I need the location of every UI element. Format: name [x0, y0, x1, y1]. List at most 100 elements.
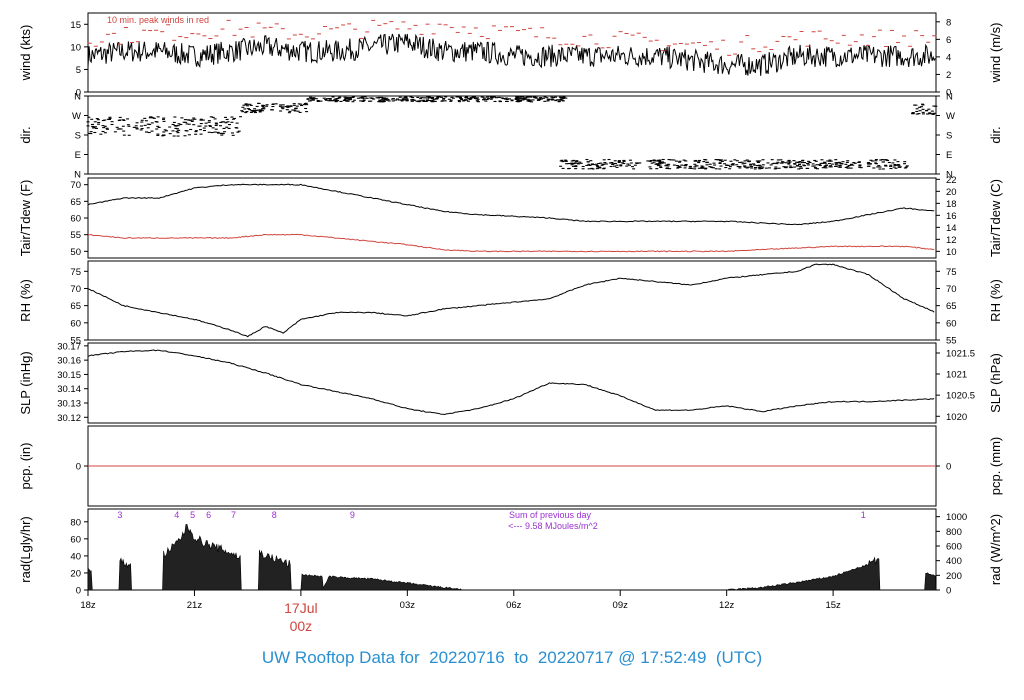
- panel-direction-ticklabel-left: E: [75, 150, 81, 161]
- x-tick-label: 21z: [187, 600, 203, 611]
- title-prefix: UW Rooftop Data for: [261, 648, 420, 667]
- panel-radiation-ticklabel-right: 200: [946, 571, 962, 582]
- x-tick-label: 09z: [613, 600, 629, 611]
- panel-radiation-ticklabel-left: 40: [70, 551, 81, 562]
- x-date-label: 17Jul: [284, 600, 317, 616]
- panel-precip-ticklabel-right: 0: [946, 462, 951, 473]
- panel-radiation-ticklabel-right: 800: [946, 527, 962, 538]
- radiation-marker: 8: [272, 510, 277, 520]
- panel-temperature-frame: [87, 177, 937, 259]
- radiation-marker: 1: [861, 510, 866, 520]
- panel-temperature-ylabel-left: Tair/Tdew (F): [18, 180, 33, 257]
- radiation-area: [87, 523, 937, 591]
- panel-temperature-ticklabel-right: 20: [946, 187, 957, 198]
- panel-direction-ticklabel-left: N: [74, 170, 81, 181]
- panel-temperature-ticklabel-left: 60: [70, 214, 81, 225]
- chart-title: UW Rooftop Data for 20220716 to 20220717…: [0, 648, 1024, 668]
- panel-temperature-ticklabel-right: 18: [946, 199, 957, 210]
- radiation-marker: 4: [174, 510, 179, 520]
- title-end-date: 20220717: [537, 648, 614, 667]
- x-tick-label: 06z: [506, 600, 522, 611]
- panel-wind-ticklabel-left: 0: [76, 88, 81, 99]
- panel-wind-ticklabel-right: 6: [946, 35, 951, 46]
- panel-rh-ticklabel-right: 75: [946, 267, 957, 278]
- panel-pressure-ticklabel-left: 30.14: [57, 384, 81, 395]
- temperature-tdew-line: [88, 233, 935, 253]
- panel-rh-ticklabel-right: 65: [946, 301, 957, 312]
- panel-radiation-ticklabel-right: 0: [946, 586, 951, 597]
- panel-wind-ticklabel-left: 10: [70, 42, 81, 53]
- panel-direction-ticklabel-right: E: [946, 150, 952, 161]
- x-date-time: 00z: [290, 618, 313, 634]
- panel-pressure-frame: [87, 342, 937, 424]
- wind-speed-line: [87, 33, 936, 76]
- panel-direction-ticklabel-right: N: [946, 92, 953, 103]
- radiation-note-line1: Sum of previous day: [509, 510, 592, 520]
- radiation-note-line2: <--- 9.58 MJoules/m^2: [508, 521, 598, 531]
- panel-pressure-ticklabel-right: 1021.5: [946, 349, 975, 360]
- panel-temperature-ticklabel-right: 10: [946, 247, 957, 258]
- panel-direction-ylabel-left: dir.: [18, 126, 33, 143]
- panel-wind-ticklabel-right: 0: [946, 88, 951, 99]
- radiation-marker: 3: [117, 510, 122, 520]
- panel-pressure-ticklabel-right: 1021: [946, 370, 967, 381]
- panel-radiation-ticklabel-right: 1000: [946, 512, 967, 523]
- temperature-tair-line: [87, 183, 935, 226]
- panel-pressure-ticklabel-left: 30.15: [57, 370, 81, 381]
- panel-wind-ticklabel-right: 8: [946, 17, 951, 28]
- panel-temperature-ticklabel-left: 70: [70, 180, 81, 191]
- panel-pressure-ticklabel-left: 30.17: [57, 341, 81, 352]
- panel-wind-ticklabel-left: 5: [76, 65, 81, 76]
- title-to: to: [514, 648, 529, 667]
- panel-rh-ticklabel-left: 70: [70, 284, 81, 295]
- panel-wind-frame: [87, 12, 937, 93]
- panel-pressure-ticklabel-right: 1020: [946, 412, 967, 423]
- x-tick-label: 15z: [825, 600, 841, 611]
- title-start-date: 20220716: [429, 648, 505, 667]
- panel-wind-ticklabel-right: 4: [946, 52, 951, 63]
- radiation-marker: 6: [206, 510, 211, 520]
- panel-rh-ylabel-left: RH (%): [18, 279, 33, 322]
- x-tick-label: 03z: [400, 600, 416, 611]
- title-at: @: [618, 648, 636, 667]
- panel-precip-ylabel-left: pcp. (in): [18, 443, 33, 490]
- panel-rh-ticklabel-left: 60: [70, 318, 81, 329]
- panel-precip-ylabel-right: pcp. (mm): [988, 437, 1003, 496]
- title-time: 17:52:49: [640, 648, 707, 667]
- panel-rh-ticklabel-right: 70: [946, 284, 957, 295]
- panel-precip-ticklabel-left: 0: [76, 462, 81, 473]
- panel-rh-ticklabel-right: 55: [946, 336, 957, 347]
- panel-direction-ticklabel-left: W: [72, 111, 81, 122]
- panel-wind-ylabel-right: wind (m/s): [988, 23, 1003, 84]
- panel-temperature-ticklabel-right: 12: [946, 235, 957, 246]
- peak-wind-note: 10 min. peak winds in red: [107, 15, 209, 25]
- radiation-marker: 7: [231, 510, 236, 520]
- panel-temperature-ticklabel-right: 22: [946, 175, 957, 186]
- panel-wind-ticklabel-right: 2: [946, 70, 951, 81]
- panel-rh-ticklabel-left: 75: [70, 267, 81, 278]
- panel-direction-ylabel-right: dir.: [988, 126, 1003, 143]
- panel-pressure-ylabel-left: SLP (inHg): [18, 351, 33, 414]
- panel-radiation-ticklabel-right: 600: [946, 542, 962, 553]
- panel-wind-ticklabel-left: 15: [70, 20, 81, 31]
- panel-direction-ticklabel-left: S: [75, 131, 81, 142]
- panel-pressure-ylabel-right: SLP (hPa): [988, 353, 1003, 413]
- panel-temperature-ylabel-right: Tair/Tdew (C): [988, 179, 1003, 257]
- panel-rh-frame: [87, 260, 937, 341]
- panel-rh-ticklabel-right: 60: [946, 318, 957, 329]
- panel-direction-ticklabel-right: N: [946, 170, 953, 181]
- radiation-marker: 5: [190, 510, 195, 520]
- panel-rh-ylabel-right: RH (%): [988, 279, 1003, 322]
- panel-temperature-ticklabel-left: 55: [70, 230, 81, 241]
- panel-radiation-ticklabel-right: 400: [946, 556, 962, 567]
- panel-direction-ticklabel-right: W: [946, 111, 955, 122]
- panel-direction-ticklabel-left: N: [74, 92, 81, 103]
- panel-radiation-ticklabel-left: 20: [70, 568, 81, 579]
- panel-pressure-ticklabel-left: 30.16: [57, 356, 81, 367]
- panel-radiation-ylabel-left: rad(Lgly/hr): [18, 516, 33, 582]
- panel-direction-ticklabel-right: S: [946, 131, 952, 142]
- x-tick-label: 12z: [719, 600, 735, 611]
- pressure-slp-line: [87, 349, 935, 416]
- panel-pressure-ticklabel-left: 30.13: [57, 399, 81, 410]
